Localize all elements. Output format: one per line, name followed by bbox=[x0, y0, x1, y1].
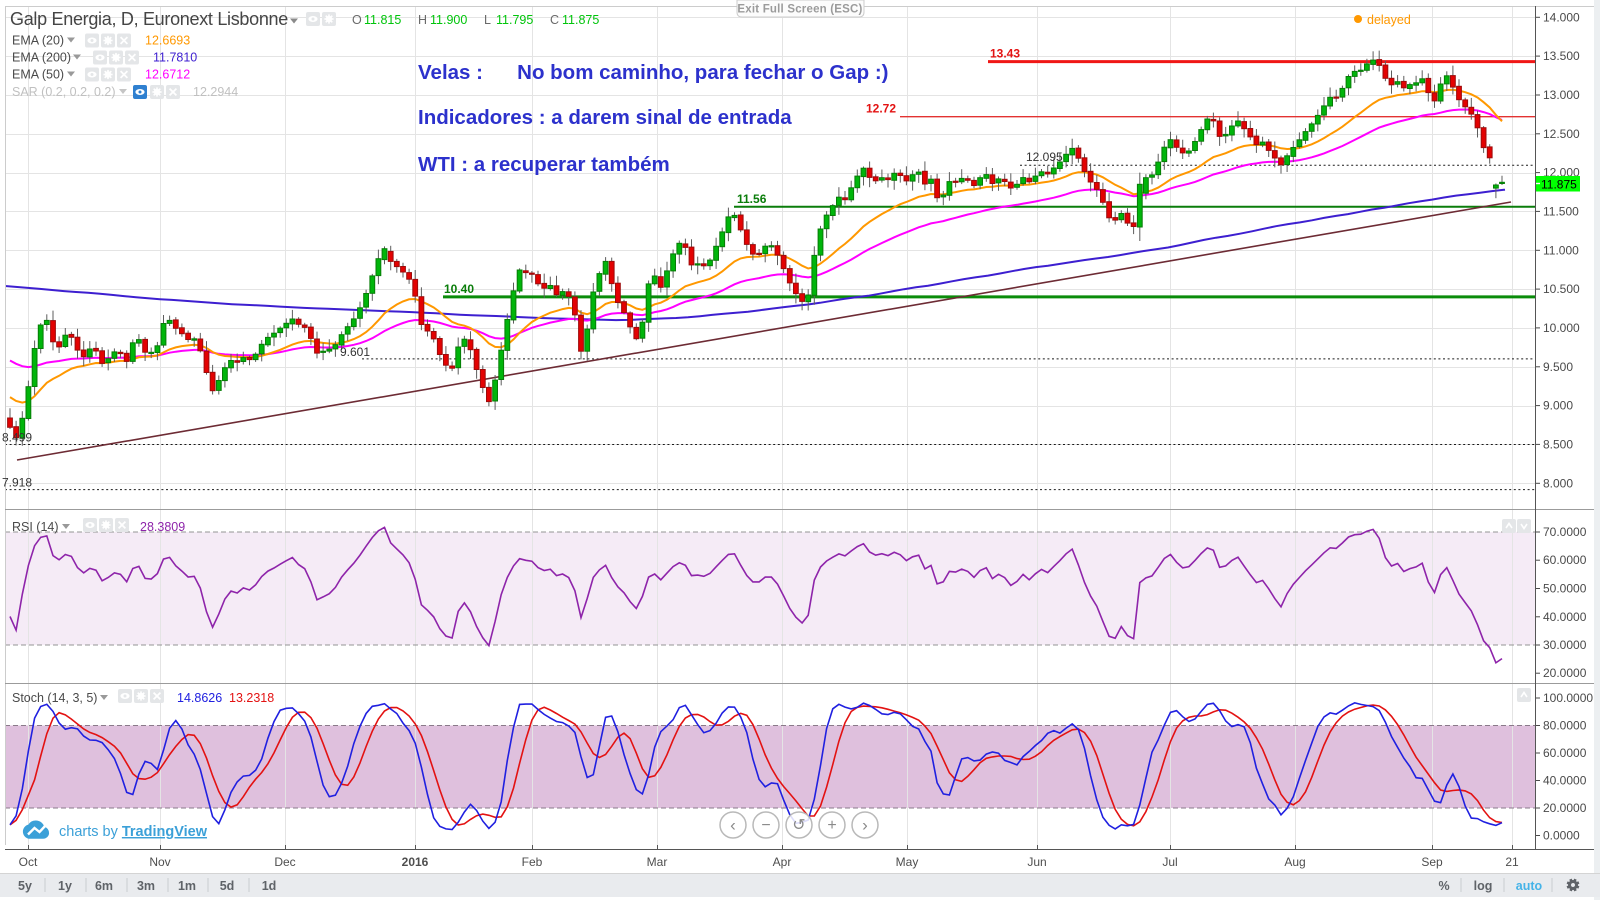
svg-text:EMA (200): EMA (200) bbox=[12, 51, 71, 65]
svg-text:40.0000: 40.0000 bbox=[1543, 610, 1587, 624]
svg-text:5d: 5d bbox=[220, 879, 235, 893]
svg-text:12.6712: 12.6712 bbox=[145, 68, 190, 82]
svg-text:60.0000: 60.0000 bbox=[1543, 553, 1587, 567]
svg-text:›: › bbox=[862, 816, 868, 835]
svg-text:H: H bbox=[418, 13, 427, 27]
svg-text:Stoch (14, 3, 5): Stoch (14, 3, 5) bbox=[12, 691, 97, 705]
svg-text:9.500: 9.500 bbox=[1543, 360, 1573, 374]
svg-text:1y: 1y bbox=[58, 879, 72, 893]
svg-text:May: May bbox=[896, 855, 919, 869]
svg-text:20.0000: 20.0000 bbox=[1543, 801, 1587, 815]
svg-text:11.900: 11.900 bbox=[430, 13, 467, 27]
svg-text:%: % bbox=[1438, 879, 1449, 893]
svg-text:2016: 2016 bbox=[402, 855, 429, 869]
svg-text:Feb: Feb bbox=[522, 855, 543, 869]
svg-text:10.40: 10.40 bbox=[444, 282, 474, 296]
svg-text:40.0000: 40.0000 bbox=[1543, 774, 1587, 788]
svg-text:3m: 3m bbox=[137, 879, 155, 893]
svg-text:70.0000: 70.0000 bbox=[1543, 525, 1587, 539]
svg-text:delayed: delayed bbox=[1367, 13, 1411, 27]
svg-text:auto: auto bbox=[1516, 879, 1543, 893]
svg-text:13.000: 13.000 bbox=[1543, 88, 1580, 102]
svg-text:13.43: 13.43 bbox=[990, 47, 1020, 61]
svg-text:14.8626: 14.8626 bbox=[177, 691, 222, 705]
svg-text:C: C bbox=[550, 13, 559, 27]
svg-text:Mar: Mar bbox=[647, 855, 668, 869]
svg-text:11.56: 11.56 bbox=[737, 192, 767, 206]
svg-text:↺: ↺ bbox=[792, 817, 805, 834]
svg-text:10.500: 10.500 bbox=[1543, 282, 1580, 296]
svg-text:EMA (20): EMA (20) bbox=[12, 34, 64, 48]
svg-text:Apr: Apr bbox=[773, 855, 792, 869]
svg-text:12.72: 12.72 bbox=[866, 102, 896, 116]
svg-text:+: + bbox=[827, 817, 836, 834]
svg-text:Oct: Oct bbox=[19, 855, 38, 869]
svg-text:O: O bbox=[352, 13, 362, 27]
svg-text:28.3809: 28.3809 bbox=[140, 520, 185, 534]
svg-text:Velas : No bom caminho, p: Velas : No bom caminho, para fechar o Ga… bbox=[418, 61, 888, 84]
svg-text:9.601: 9.601 bbox=[340, 345, 370, 359]
svg-text:SAR (0.2, 0.2, 0.2): SAR (0.2, 0.2, 0.2) bbox=[12, 85, 116, 99]
svg-text:10.000: 10.000 bbox=[1543, 321, 1580, 335]
svg-text:9.000: 9.000 bbox=[1543, 399, 1573, 413]
svg-text:8.000: 8.000 bbox=[1543, 476, 1573, 490]
svg-text:60.0000: 60.0000 bbox=[1543, 746, 1587, 760]
svg-text:11.500: 11.500 bbox=[1543, 204, 1579, 218]
svg-text:log: log bbox=[1474, 879, 1493, 893]
svg-text:−: − bbox=[761, 817, 770, 834]
svg-text:RSI (14): RSI (14) bbox=[12, 520, 59, 534]
svg-text:12.095: 12.095 bbox=[1026, 150, 1063, 164]
svg-text:50.0000: 50.0000 bbox=[1543, 582, 1587, 596]
svg-text:13.500: 13.500 bbox=[1543, 49, 1580, 63]
svg-text:11.000: 11.000 bbox=[1543, 243, 1579, 257]
svg-text:0.0000: 0.0000 bbox=[1543, 829, 1580, 843]
svg-text:30.0000: 30.0000 bbox=[1543, 638, 1587, 652]
svg-text:Dec: Dec bbox=[274, 855, 295, 869]
svg-text:1m: 1m bbox=[178, 879, 196, 893]
svg-text:80.0000: 80.0000 bbox=[1543, 719, 1587, 733]
svg-text:Sep: Sep bbox=[1421, 855, 1443, 869]
svg-text:8.499: 8.499 bbox=[2, 431, 32, 445]
svg-text:12.2944: 12.2944 bbox=[193, 85, 238, 99]
svg-text:11.7810: 11.7810 bbox=[153, 51, 197, 65]
svg-text:L: L bbox=[484, 13, 491, 27]
svg-text:Indicadores : a darem sinal de: Indicadores : a darem sinal de entrada bbox=[418, 106, 792, 129]
svg-text:‹: ‹ bbox=[730, 816, 736, 835]
svg-text:21: 21 bbox=[1505, 855, 1519, 869]
svg-text:7.918: 7.918 bbox=[2, 476, 32, 490]
svg-text:11.875: 11.875 bbox=[1541, 178, 1577, 192]
svg-text:5y: 5y bbox=[18, 879, 32, 893]
svg-text:12.6693: 12.6693 bbox=[145, 34, 190, 48]
svg-text:12.500: 12.500 bbox=[1543, 127, 1580, 141]
svg-text:100.0000: 100.0000 bbox=[1543, 691, 1593, 705]
svg-text:11.875: 11.875 bbox=[562, 13, 599, 27]
svg-text:6m: 6m bbox=[95, 879, 113, 893]
svg-text:14.000: 14.000 bbox=[1543, 10, 1580, 24]
svg-text:Jul: Jul bbox=[1162, 855, 1177, 869]
svg-text:Nov: Nov bbox=[149, 855, 170, 869]
svg-text:Aug: Aug bbox=[1284, 855, 1305, 869]
svg-text:EMA (50): EMA (50) bbox=[12, 68, 64, 82]
svg-text:WTI : a recuperar também: WTI : a recuperar também bbox=[418, 153, 670, 176]
svg-text:8.500: 8.500 bbox=[1543, 437, 1573, 451]
svg-text:charts by TradingView: charts by TradingView bbox=[59, 824, 208, 840]
svg-text:Galp Energia, D, Euronext Lisb: Galp Energia, D, Euronext Lisbonne bbox=[10, 9, 288, 29]
svg-text:20.0000: 20.0000 bbox=[1543, 666, 1587, 680]
svg-text:Exit Full Screen (ESC): Exit Full Screen (ESC) bbox=[737, 4, 862, 16]
svg-text:Jun: Jun bbox=[1027, 855, 1046, 869]
svg-text:1d: 1d bbox=[262, 879, 277, 893]
svg-text:11.815: 11.815 bbox=[364, 13, 401, 27]
svg-text:11.795: 11.795 bbox=[496, 13, 533, 27]
svg-text:13.2318: 13.2318 bbox=[229, 691, 274, 705]
